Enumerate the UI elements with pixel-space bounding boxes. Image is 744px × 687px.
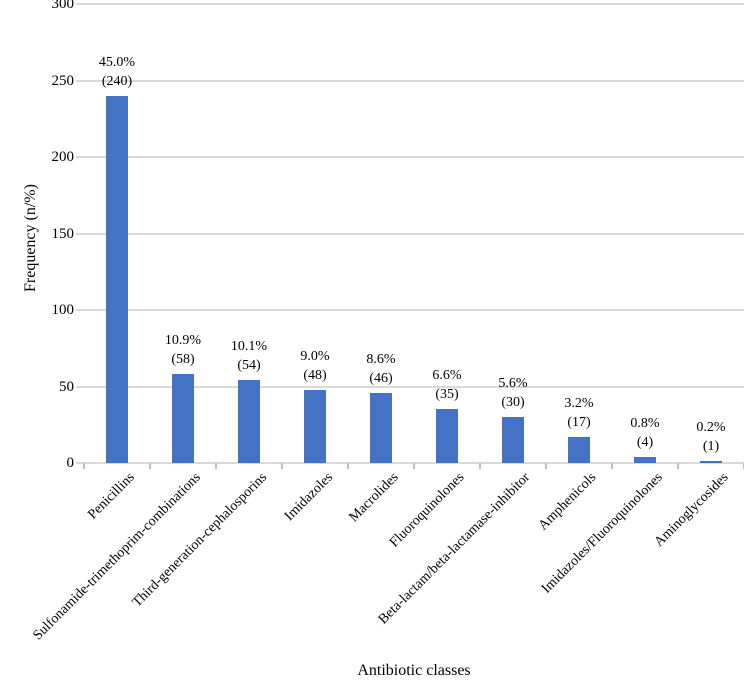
bar-value-label: 3.2% (17) — [534, 394, 624, 432]
bar — [436, 409, 458, 463]
y-tick-label: 200 — [51, 149, 75, 165]
x-tick-mark — [347, 463, 349, 469]
gridline — [84, 79, 744, 82]
bar-value-label: 8.6% (46) — [336, 350, 426, 388]
y-tick-label: 0 — [66, 455, 75, 471]
bar-percent-label: 9.0% — [300, 349, 330, 364]
gridline — [84, 385, 744, 388]
bar — [502, 417, 524, 463]
gridline — [84, 232, 744, 235]
bar-value-label: 10.1% (54) — [204, 337, 294, 375]
gridline — [84, 3, 744, 5]
y-tick-label: 300 — [51, 0, 75, 12]
bar-percent-label: 45.0% — [98, 55, 136, 70]
bar-count-label: (46) — [369, 371, 393, 386]
bar — [304, 390, 326, 463]
bar-percent-label: 8.6% — [366, 352, 396, 367]
x-tick-mark — [215, 463, 217, 469]
bar-value-label: 10.9% (58) — [138, 331, 228, 369]
category-label: Macrolides — [346, 470, 402, 526]
y-tick-mark — [76, 462, 84, 464]
x-tick-mark — [149, 463, 151, 469]
bar-count-label: (1) — [702, 439, 720, 454]
x-tick-mark — [611, 463, 613, 469]
x-tick-mark — [83, 463, 85, 469]
x-tick-mark — [413, 463, 415, 469]
gridline — [84, 156, 744, 158]
bar — [106, 96, 128, 463]
bar-count-label: (48) — [303, 368, 327, 383]
y-tick-label: 50 — [59, 378, 74, 395]
bar-percent-label: 0.2% — [696, 420, 726, 435]
bar — [634, 457, 656, 463]
y-tick-mark — [76, 79, 84, 82]
y-tick-mark — [76, 309, 84, 311]
bar-percent-label: 6.6% — [432, 368, 462, 383]
x-axis-title: Antibiotic classes — [357, 662, 471, 679]
y-tick-label: 250 — [51, 72, 75, 89]
bar-count-label: (35) — [435, 387, 459, 402]
x-tick-mark — [479, 463, 481, 469]
y-tick-mark — [76, 385, 84, 388]
bar-count-label: (4) — [636, 435, 654, 450]
category-label: Penicillins — [85, 470, 138, 523]
bar-value-label: 5.6% (30) — [468, 374, 558, 412]
x-tick-mark — [545, 463, 547, 469]
bar-value-label: 9.0% (48) — [270, 347, 360, 385]
bar-value-label: 6.6% (35) — [402, 366, 492, 404]
bar-count-label: (17) — [567, 415, 591, 430]
y-tick-mark — [76, 156, 84, 158]
category-label: Amphenicols — [536, 470, 600, 534]
y-tick-label: 150 — [51, 225, 75, 242]
x-tick-mark — [281, 463, 283, 469]
category-label: Imidazoles — [281, 470, 336, 525]
category-label: Third-generation-cephalosporins — [129, 470, 270, 611]
bar-count-label: (54) — [237, 358, 261, 373]
bar-percent-label: 0.8% — [630, 416, 660, 431]
bar-percent-label: 5.6% — [498, 376, 528, 391]
bar — [700, 461, 722, 463]
gridline — [84, 309, 744, 311]
bar-count-label: (30) — [501, 395, 525, 410]
bar — [568, 437, 590, 463]
y-tick-mark — [76, 232, 84, 235]
bar-percent-label: 3.2% — [564, 396, 594, 411]
bar-count-label: (58) — [171, 352, 195, 367]
bar-percent-label: 10.9% — [164, 333, 202, 348]
bar-value-label: 0.2% (1) — [666, 418, 744, 456]
bar-percent-label: 10.1% — [230, 339, 268, 354]
bar-value-label: 0.8% (4) — [600, 414, 690, 452]
bar-value-label: 45.0% (240) — [72, 53, 162, 91]
x-tick-mark — [677, 463, 679, 469]
bar — [370, 393, 392, 463]
bar — [238, 380, 260, 463]
category-label: Imidazoles/Fluoroquinolones — [538, 470, 666, 597]
y-tick-mark — [76, 3, 84, 5]
bar-count-label: (240) — [101, 74, 133, 89]
bar — [172, 374, 194, 463]
y-tick-label: 100 — [51, 302, 75, 318]
